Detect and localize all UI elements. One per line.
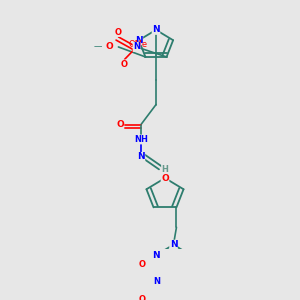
Text: N: N: [152, 26, 160, 34]
Text: O: O: [139, 260, 145, 269]
Text: O: O: [106, 43, 113, 52]
Text: O: O: [121, 60, 128, 69]
Text: H: H: [162, 165, 168, 174]
Text: O: O: [161, 174, 169, 183]
Text: N: N: [137, 152, 145, 161]
Text: O: O: [139, 295, 145, 300]
Text: N: N: [135, 36, 143, 45]
Text: —: —: [93, 43, 102, 52]
Text: O: O: [115, 28, 122, 37]
Text: N: N: [154, 277, 160, 286]
Text: NH: NH: [134, 135, 148, 144]
Text: O: O: [116, 120, 124, 129]
Text: N: N: [133, 43, 140, 52]
Text: N: N: [152, 250, 160, 260]
Text: N: N: [169, 240, 177, 249]
Text: OMe: OMe: [129, 40, 148, 49]
